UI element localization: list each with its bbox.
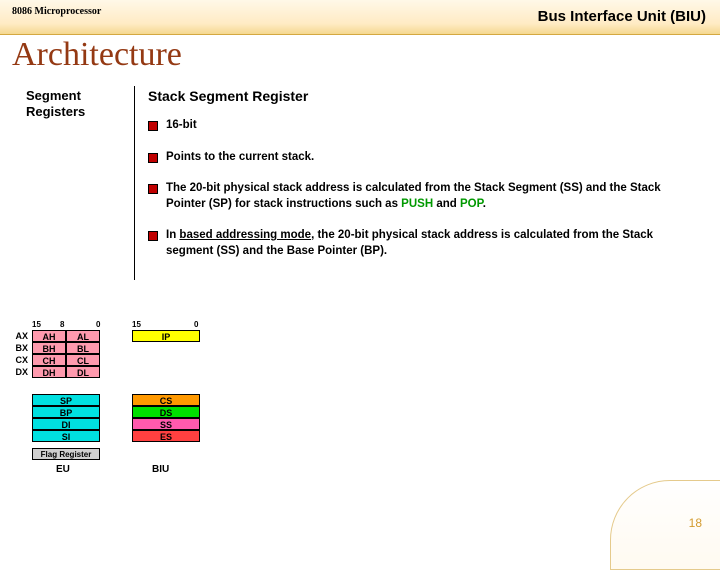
corner-decoration <box>610 480 720 570</box>
chip-label: 8086 Microprocessor <box>12 6 101 17</box>
page-number: 18 <box>689 516 702 530</box>
architecture-title: Architecture <box>12 36 182 74</box>
segment-registers-label: SegmentRegisters <box>26 88 126 121</box>
biu-title: Bus Interface Unit (BIU) <box>538 8 706 25</box>
bullet-item: In based addressing mode, the 20-bit phy… <box>148 228 688 259</box>
divider-line <box>134 86 135 280</box>
content-title: Stack Segment Register <box>148 88 308 104</box>
bullet-item: Points to the current stack. <box>148 150 688 166</box>
bullet-list: 16-bit Points to the current stack. The … <box>148 118 688 275</box>
bullet-item: The 20-bit physical stack address is cal… <box>148 181 688 212</box>
bullet-item: 16-bit <box>148 118 688 134</box>
